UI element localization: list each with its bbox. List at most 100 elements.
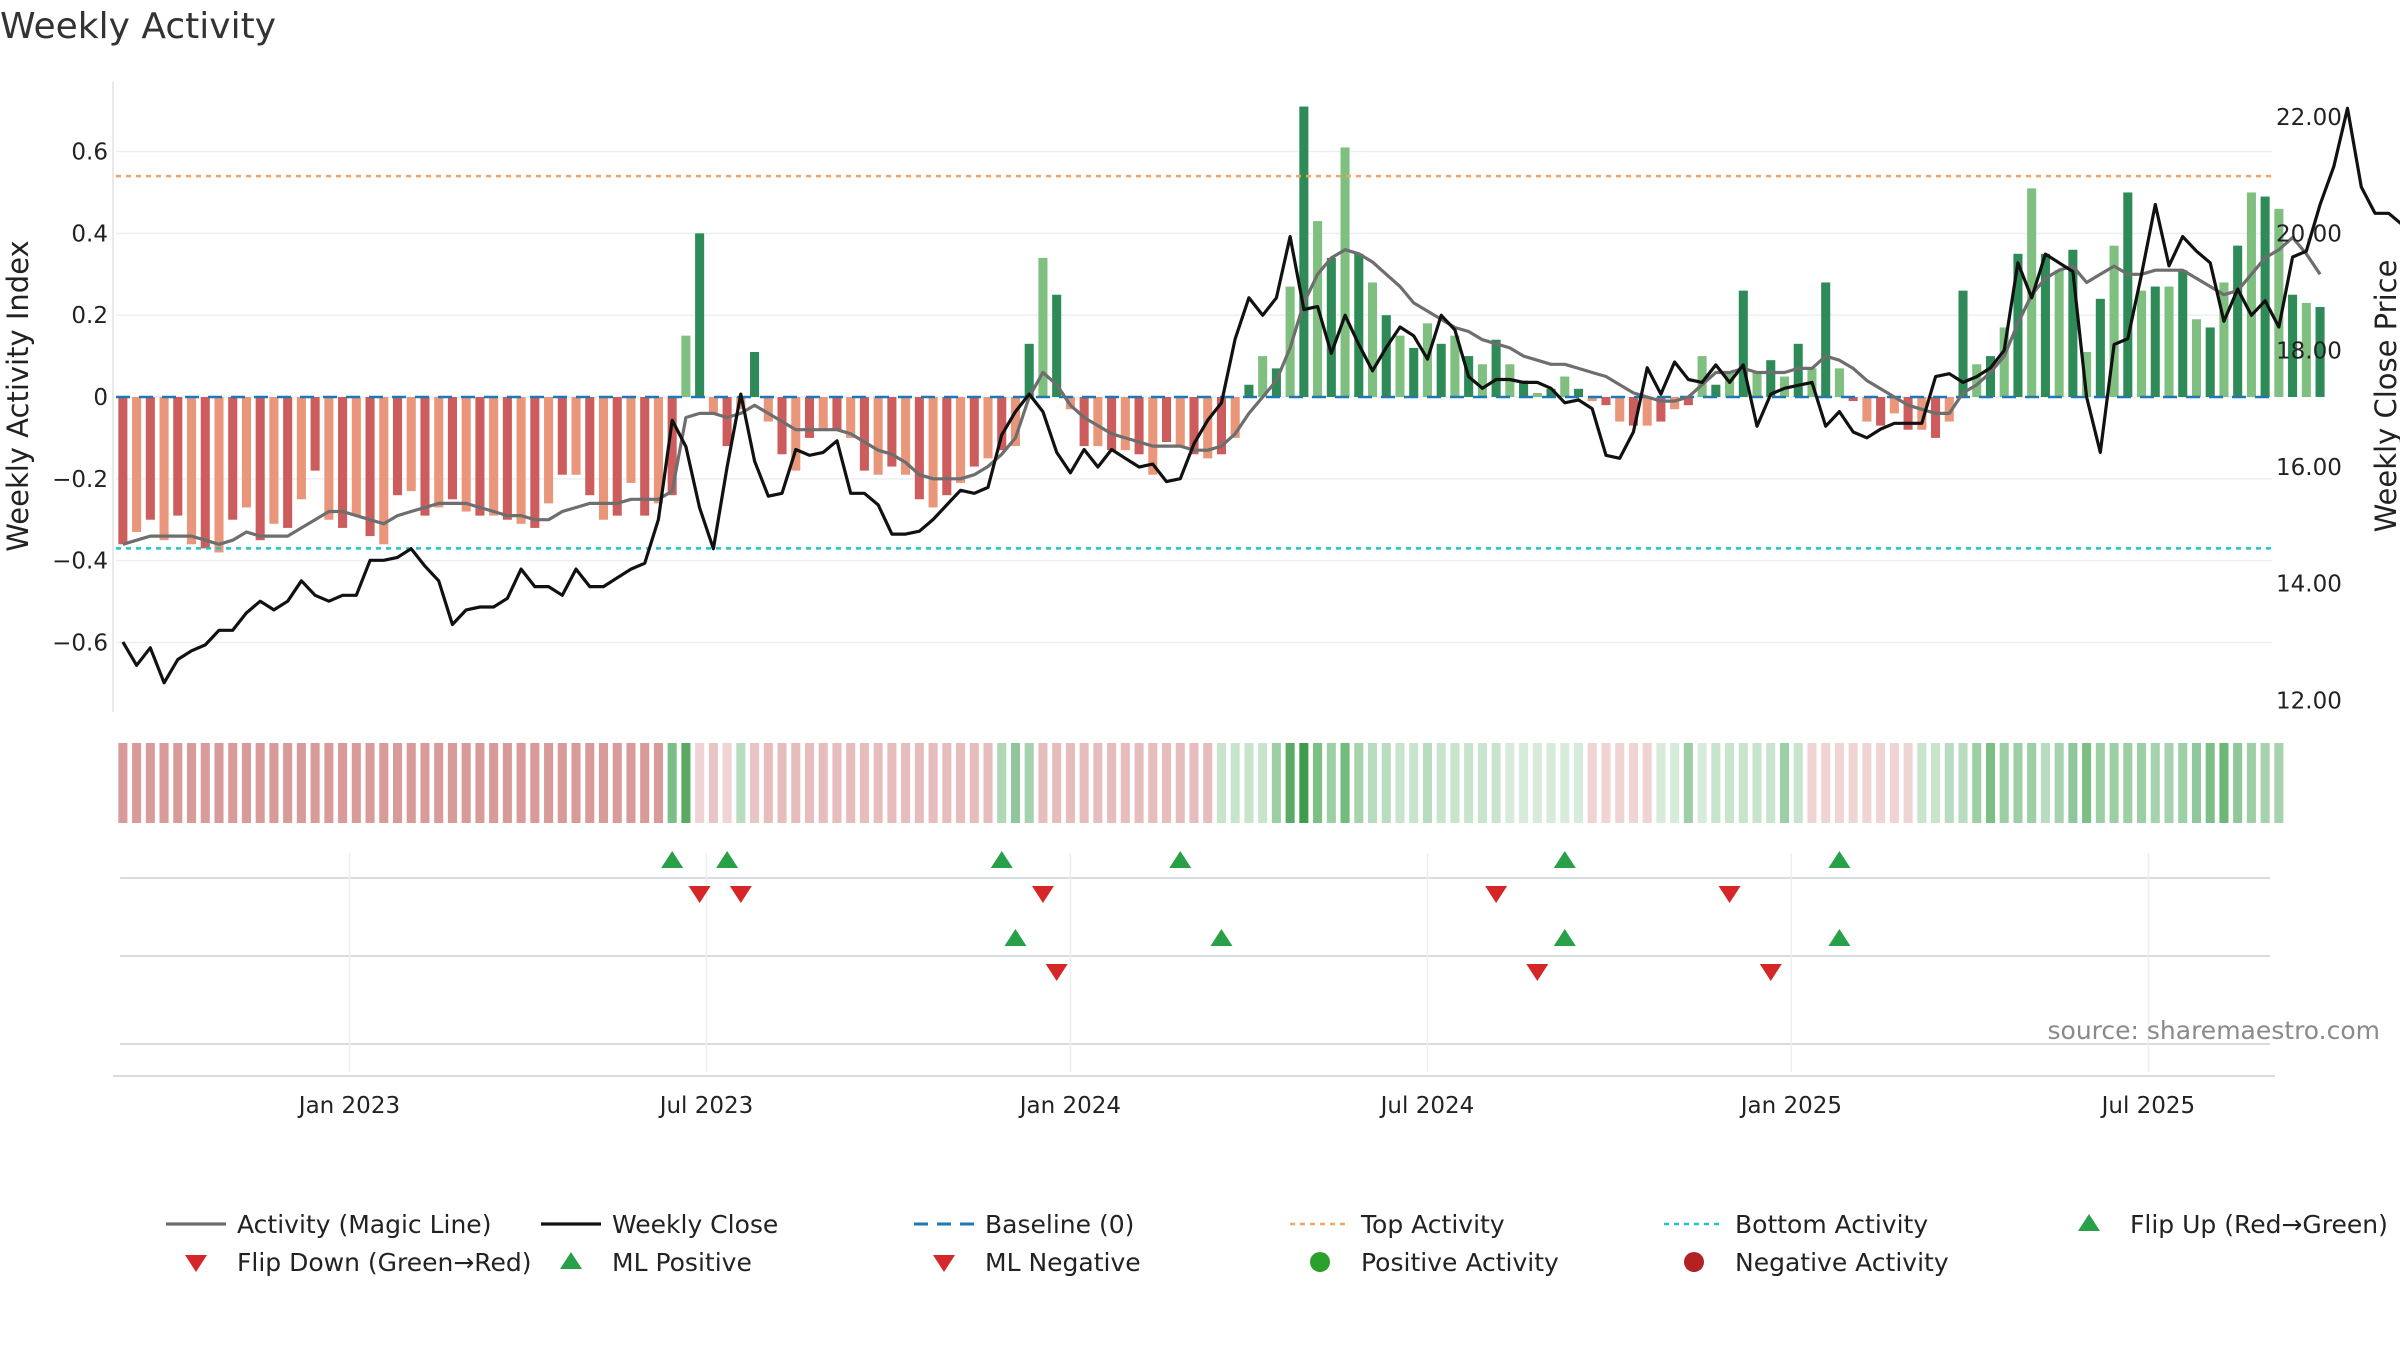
strip-cell: [1505, 743, 1515, 823]
strip-cell: [1079, 743, 1089, 823]
strip-cell: [1793, 743, 1803, 823]
strip-cell: [1573, 743, 1584, 823]
strip-cell: [255, 743, 265, 823]
activity-bar: [1573, 388, 1584, 397]
y2-axis-label: Weekly Close Price: [2369, 260, 2400, 533]
strip-cell: [1038, 743, 1048, 823]
activity-bar: [1148, 397, 1158, 475]
y-axis-label: Weekly Activity Index: [1, 240, 35, 551]
strip-cell: [942, 743, 952, 823]
strip-cell: [1189, 743, 1199, 823]
activity-bar: [1052, 294, 1062, 397]
strip-cell: [750, 743, 760, 823]
activity-bar: [1821, 282, 1831, 397]
y-tick-label: 0.6: [71, 140, 108, 166]
y-tick-label: 0.2: [71, 303, 108, 329]
activity-bar: [928, 397, 938, 508]
strip-cell: [1628, 743, 1638, 823]
strip-cell: [2137, 743, 2147, 823]
strip-cell: [241, 743, 251, 823]
activity-bar: [2233, 245, 2243, 397]
strip-cell: [557, 743, 567, 823]
activity-bar: [1532, 392, 1542, 397]
activity-bar: [351, 397, 361, 516]
activity-bar: [1725, 372, 1735, 397]
activity-bar: [1848, 397, 1858, 402]
activity-bar: [2054, 270, 2064, 397]
x-tick-label: Jan 2025: [1739, 1093, 1842, 1119]
strip-cell: [1477, 743, 1487, 823]
strip-cell: [324, 743, 334, 823]
strip-cell: [2191, 743, 2202, 823]
flip-up-marker: [990, 851, 1013, 868]
strip-cell: [1148, 743, 1158, 823]
activity-bar: [1010, 397, 1021, 447]
activity-bar: [173, 397, 183, 516]
activity-bar: [901, 397, 911, 475]
strip-cell: [530, 743, 540, 823]
flip-down-marker: [729, 886, 752, 903]
strip-cell: [1065, 743, 1075, 823]
strip-cell: [2095, 743, 2105, 823]
strip-cell: [1409, 743, 1419, 823]
activity-bar: [1889, 397, 1899, 414]
strip-cell: [640, 743, 650, 823]
activity-bar: [1711, 384, 1721, 397]
strip-cell: [228, 743, 238, 823]
activity-bar: [1587, 397, 1597, 402]
activity-bar: [447, 397, 457, 500]
legend-label: Top Activity: [1360, 1210, 1505, 1239]
strip-cell: [1093, 743, 1103, 823]
strip-cell: [818, 743, 828, 823]
magic-line-series: [122, 235, 2322, 546]
strip-cell: [489, 743, 499, 823]
activity-bar: [241, 397, 251, 508]
strip-cell: [1985, 743, 1996, 823]
activity-bar: [2301, 302, 2311, 397]
x-tick-label: Jan 2024: [1018, 1093, 1121, 1119]
strip-cell: [1436, 743, 1446, 823]
strip-cell: [1134, 743, 1144, 823]
strip-cell: [681, 743, 691, 823]
y-axis-right: 12.00 14.00 16.00 18.00 20.00 22.00: [2276, 105, 2342, 714]
legend-swatch-triangle-down: [185, 1255, 207, 1272]
strip-cell: [1725, 743, 1735, 823]
strip-cell: [186, 743, 197, 823]
strip-cell: [626, 743, 636, 823]
flip-up-marker: [661, 851, 684, 868]
activity-bar: [1683, 397, 1693, 406]
strip-cell: [997, 743, 1007, 823]
strip-cell: [516, 743, 526, 823]
activity-bar: [804, 397, 815, 438]
strip-cell: [585, 743, 595, 823]
strip-cell: [1175, 743, 1185, 823]
activity-bar: [1656, 397, 1666, 422]
strip-cell: [695, 743, 705, 823]
activity-bar: [461, 397, 471, 512]
activity-bar: [653, 397, 663, 504]
activity-bar: [420, 397, 430, 516]
strip-cell: [667, 743, 677, 823]
ml-negative-marker: [1045, 964, 1068, 981]
activity-bar: [626, 397, 636, 483]
strip-cell: [1738, 743, 1748, 823]
activity-bar: [1450, 335, 1460, 397]
activity-bar: [1093, 397, 1103, 447]
strip-cell: [2068, 743, 2078, 823]
activity-bar: [1560, 376, 1570, 397]
strip-cell: [1326, 743, 1336, 823]
activity-bar: [502, 397, 512, 520]
strip-cell: [145, 743, 155, 823]
activity-bar: [1409, 347, 1419, 397]
activity-bar: [1436, 343, 1446, 397]
activity-bar: [118, 397, 128, 545]
strip-cell: [2274, 743, 2284, 823]
activity-bar: [1299, 106, 1309, 397]
strip-cell: [1944, 743, 1954, 823]
legend-swatch-negative-dot: [1684, 1252, 1704, 1272]
strip-cell: [1010, 743, 1021, 823]
strip-cell: [722, 743, 732, 823]
strip-cell: [653, 743, 663, 823]
activity-bar: [1972, 364, 1982, 397]
activity-bar: [1876, 397, 1886, 426]
